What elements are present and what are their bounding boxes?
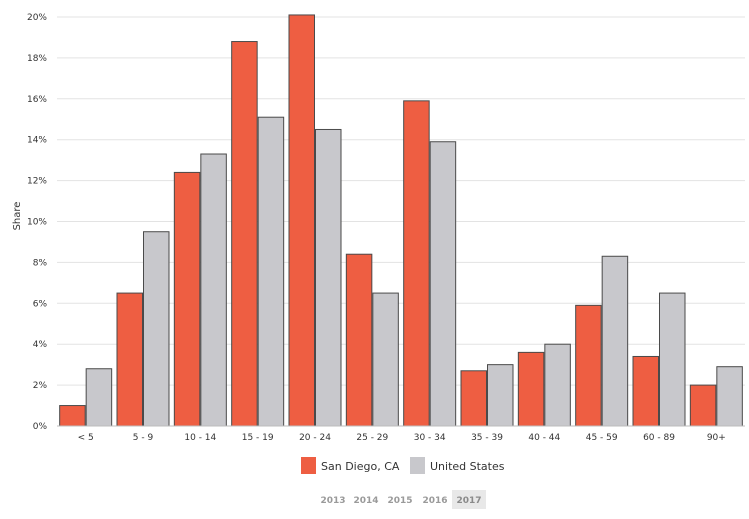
x-tick-label: 10 - 14 [184,433,216,443]
bar-united-states[interactable] [487,364,514,427]
bar-san-diego[interactable] [517,351,545,427]
x-tick-label: 25 - 29 [356,433,388,443]
y-tick-label: 12% [27,177,47,187]
bar-united-states[interactable] [372,292,399,427]
y-tick-label: 0% [33,422,48,432]
y-tick-label: 20% [27,13,47,23]
legend[interactable]: San Diego, CA United States [301,457,505,474]
y-tick-label: 10% [27,218,47,228]
bar-san-diego[interactable] [173,171,201,427]
y-tick-label: 6% [33,299,48,309]
x-tick-label: 20 - 24 [299,433,331,443]
legend-swatch [301,457,316,474]
x-tick-label: 90+ [707,433,726,443]
y-axis-title: Share [12,202,23,231]
y-tick-label: 8% [33,258,48,268]
bar-united-states[interactable] [544,343,571,427]
x-tick-label: 45 - 59 [586,433,618,443]
bar-san-diego[interactable] [575,304,602,427]
bar-san-diego[interactable] [288,14,315,427]
bar-united-states[interactable] [659,292,686,427]
year-selected-highlight [452,490,486,509]
y-tick-label: 14% [27,136,47,146]
year-option-2015[interactable]: 2015 [387,496,412,506]
x-tick-label: 15 - 19 [242,433,274,443]
y-tick-label: 4% [33,340,48,350]
legend-item[interactable]: United States [410,457,505,474]
bar-united-states[interactable] [257,116,285,427]
bar-united-states[interactable] [315,128,342,427]
bar-san-diego[interactable] [689,384,717,427]
year-selector[interactable]: 2013 2014 2015 2016 2017 [320,490,486,509]
bar-san-diego[interactable] [59,405,86,427]
bar-san-diego[interactable] [460,370,487,427]
bar-san-diego[interactable] [632,355,659,427]
year-option-2014[interactable]: 2014 [353,496,378,506]
x-tick-label: 30 - 34 [414,433,446,443]
x-tick-label: 5 - 9 [133,433,154,443]
bar-united-states[interactable] [716,366,743,427]
legend-label: San Diego, CA [321,460,400,473]
x-tick-label: < 5 [78,433,94,443]
bar-san-diego[interactable] [403,100,430,427]
year-label: 2016 [422,496,447,506]
bars [59,14,743,427]
year-label: 2017 [456,496,481,506]
year-label: 2014 [353,496,378,506]
year-label: 2013 [320,496,345,506]
bar-united-states[interactable] [601,255,629,427]
year-option-2017[interactable]: 2017 [452,490,486,509]
axes: 0% 2% 4% 6% 8% 10% 12% 14% 16% 18% 20% < 5 5 - 9 10 -… [27,13,745,443]
year-option-2013[interactable]: 2013 [320,496,345,506]
x-tick-label: 40 - 44 [528,433,560,443]
bar-san-diego[interactable] [231,41,258,427]
y-tick-label: 2% [33,381,48,391]
legend-swatch [410,457,425,474]
x-tick-label: 60 - 89 [643,433,675,443]
x-tick-label: 35 - 39 [471,433,503,443]
legend-item[interactable]: San Diego, CA [301,457,400,474]
year-option-2016[interactable]: 2016 [422,496,447,506]
bar-united-states[interactable] [429,141,457,427]
gridlines [57,16,745,427]
bar-united-states[interactable] [200,153,227,427]
bar-united-states[interactable] [143,231,170,427]
bar-san-diego[interactable] [116,292,143,427]
bar-san-diego[interactable] [345,253,373,427]
legend-label: United States [430,460,505,473]
y-tick-label: 16% [27,95,47,105]
year-label: 2015 [387,496,412,506]
y-tick-label: 18% [27,54,47,64]
bar-united-states[interactable] [85,368,113,427]
